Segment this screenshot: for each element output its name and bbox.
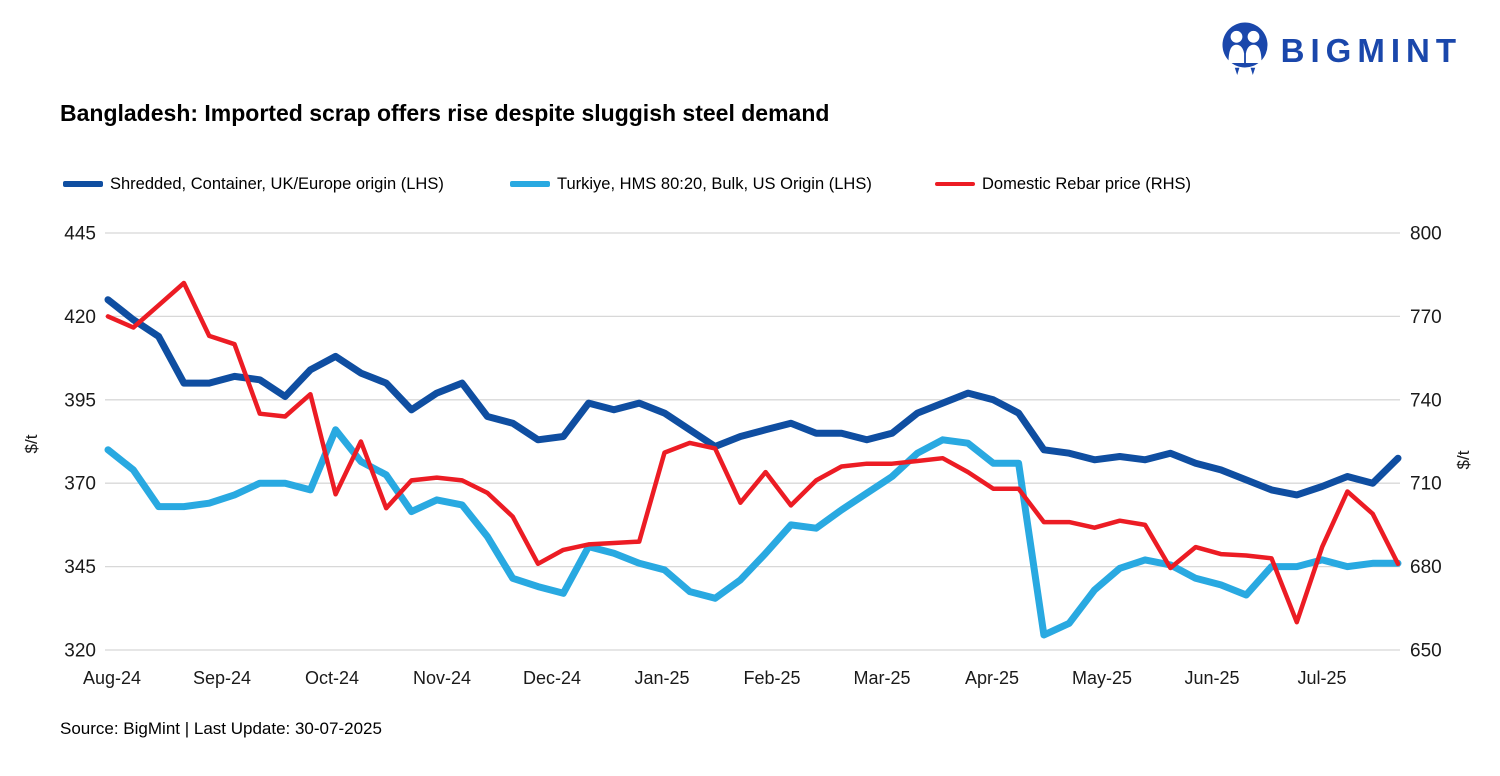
left-axis-tick-label: 320 <box>64 641 96 662</box>
legend-swatch-shredded <box>63 181 103 187</box>
chart-title: Bangladesh: Imported scrap offers rise d… <box>60 100 830 126</box>
right-axis-tick-label: 710 <box>1410 474 1442 495</box>
chart-legend: Shredded, Container, UK/Europe origin (L… <box>0 172 1500 196</box>
legend-item-shredded: Shredded, Container, UK/Europe origin (L… <box>63 172 444 196</box>
legend-item-turkiye: Turkiye, HMS 80:20, Bulk, US Origin (LHS… <box>510 172 872 196</box>
x-axis-tick-label: Nov-24 <box>413 668 471 688</box>
legend-label: Shredded, Container, UK/Europe origin (L… <box>110 174 444 193</box>
left-axis-tick-label: 445 <box>64 224 96 245</box>
right-axis-tick-label: 650 <box>1410 641 1442 662</box>
x-axis-tick-label: Aug-24 <box>83 668 141 688</box>
x-axis-tick-label: Mar-25 <box>853 668 910 688</box>
x-axis-tick-label: Dec-24 <box>523 668 581 688</box>
left-axis-tick-label: 370 <box>64 474 96 495</box>
legend-label: Turkiye, HMS 80:20, Bulk, US Origin (LHS… <box>557 174 872 193</box>
x-axis-tick-label: May-25 <box>1072 668 1132 688</box>
left-axis-tick-label: 345 <box>64 557 96 578</box>
legend-item-rebar: Domestic Rebar price (RHS) <box>935 172 1191 196</box>
x-axis-tick-label: Jan-25 <box>634 668 689 688</box>
bigmint-logo-text: BIGMINT <box>1280 32 1462 69</box>
x-axis-tick-label: Sep-24 <box>193 668 251 688</box>
legend-label: Domestic Rebar price (RHS) <box>982 174 1192 193</box>
legend-swatch-rebar <box>935 182 975 186</box>
x-axis-tick-label: Feb-25 <box>743 668 800 688</box>
bigmint-logo: BIGMINT <box>1221 22 1462 80</box>
x-axis-tick-label: Apr-25 <box>965 668 1019 688</box>
series-line-0 <box>104 296 1402 499</box>
legend-swatch-turkiye <box>510 181 550 187</box>
series-line-2 <box>105 280 1401 625</box>
source-note: Source: BigMint | Last Update: 30-07-202… <box>60 719 382 738</box>
x-axis-tick-label: Oct-24 <box>305 668 359 688</box>
right-axis-tick-label: 680 <box>1410 557 1442 578</box>
left-axis-unit-label: $/t <box>22 434 41 454</box>
right-axis-tick-label: 800 <box>1410 224 1442 245</box>
x-axis-tick-label: Jun-25 <box>1184 668 1239 688</box>
right-axis-unit-label: $/t <box>1454 450 1473 470</box>
right-axis-tick-label: 740 <box>1410 390 1442 411</box>
series-line-1 <box>104 426 1402 639</box>
right-axis-tick-label: 770 <box>1410 307 1442 328</box>
left-axis-tick-label: 395 <box>64 390 96 411</box>
left-axis-tick-label: 420 <box>64 307 96 328</box>
x-axis-tick-label: Jul-25 <box>1297 668 1346 688</box>
bigmint-logo-icon <box>1221 22 1269 80</box>
